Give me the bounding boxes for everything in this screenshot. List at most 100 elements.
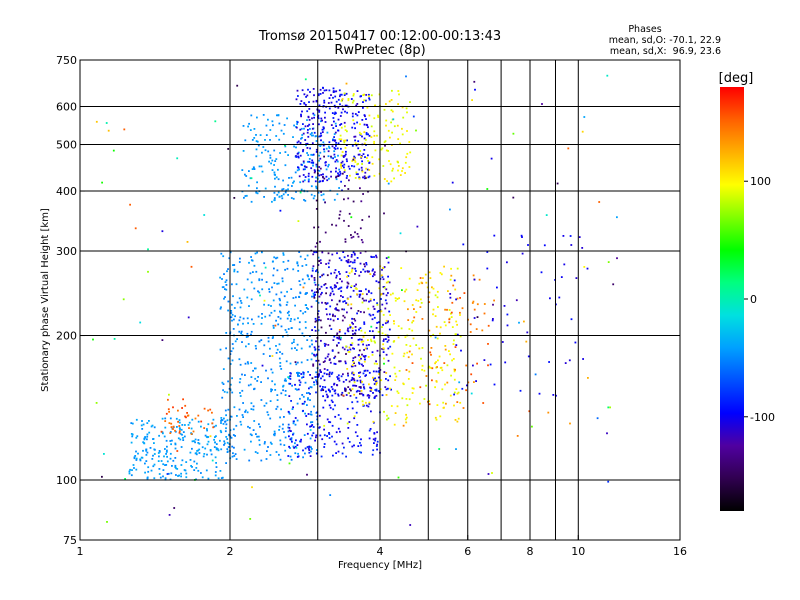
data-point bbox=[336, 193, 339, 196]
data-point bbox=[349, 388, 351, 391]
data-point bbox=[356, 435, 359, 437]
data-point bbox=[307, 175, 310, 178]
data-point bbox=[321, 131, 324, 133]
data-point bbox=[315, 176, 317, 179]
data-point bbox=[272, 336, 274, 338]
data-point bbox=[332, 127, 335, 129]
data-point bbox=[274, 160, 277, 162]
data-point bbox=[337, 351, 340, 354]
data-point bbox=[329, 318, 332, 321]
data-point bbox=[365, 123, 368, 126]
data-point bbox=[397, 103, 399, 105]
data-point bbox=[413, 316, 416, 319]
data-point bbox=[293, 446, 295, 449]
data-point bbox=[242, 322, 244, 325]
data-point bbox=[432, 308, 435, 311]
data-point bbox=[368, 215, 370, 218]
data-point bbox=[248, 305, 250, 307]
data-point bbox=[351, 165, 353, 167]
data-point bbox=[346, 139, 348, 142]
data-point bbox=[159, 476, 162, 479]
data-point bbox=[350, 216, 353, 219]
data-point bbox=[569, 422, 571, 425]
data-point bbox=[178, 419, 181, 421]
data-point bbox=[263, 262, 266, 265]
data-point bbox=[343, 163, 346, 166]
data-point bbox=[238, 297, 241, 300]
data-point bbox=[387, 336, 390, 339]
data-point bbox=[250, 362, 253, 364]
data-point bbox=[176, 157, 179, 160]
data-point bbox=[453, 279, 456, 282]
data-point bbox=[581, 130, 584, 133]
data-point bbox=[358, 359, 361, 362]
data-point bbox=[309, 386, 312, 388]
data-point bbox=[525, 340, 528, 343]
data-point bbox=[321, 251, 324, 254]
data-point bbox=[413, 308, 415, 310]
data-point bbox=[357, 140, 360, 143]
data-point bbox=[231, 391, 234, 394]
data-point bbox=[174, 429, 176, 432]
data-point bbox=[281, 188, 284, 191]
data-point bbox=[283, 124, 286, 126]
data-point bbox=[239, 306, 242, 309]
data-point bbox=[341, 160, 344, 163]
data-point bbox=[549, 297, 551, 300]
data-point bbox=[290, 437, 293, 439]
data-point bbox=[338, 187, 340, 189]
data-point bbox=[270, 390, 272, 393]
data-point bbox=[363, 99, 366, 102]
data-point bbox=[301, 394, 304, 396]
data-point bbox=[347, 188, 350, 190]
data-point bbox=[365, 299, 367, 302]
data-point bbox=[408, 328, 411, 330]
data-point bbox=[372, 392, 374, 394]
data-point bbox=[317, 135, 320, 138]
data-point bbox=[382, 340, 385, 342]
data-point bbox=[350, 234, 352, 236]
data-point bbox=[370, 338, 372, 341]
data-point bbox=[355, 104, 358, 107]
data-point bbox=[299, 397, 301, 400]
data-point bbox=[607, 261, 610, 263]
data-point bbox=[344, 388, 347, 391]
data-point bbox=[319, 135, 321, 138]
data-point bbox=[316, 376, 319, 378]
data-point bbox=[277, 114, 280, 116]
data-point bbox=[303, 282, 306, 285]
data-point bbox=[404, 172, 406, 174]
data-point bbox=[140, 424, 143, 427]
data-point bbox=[345, 353, 347, 355]
data-point bbox=[264, 139, 266, 141]
data-point bbox=[350, 236, 353, 239]
data-point bbox=[361, 160, 363, 163]
data-point bbox=[437, 371, 440, 374]
data-point bbox=[354, 326, 357, 328]
data-point bbox=[331, 145, 334, 148]
data-point bbox=[335, 178, 338, 181]
data-point bbox=[473, 317, 476, 319]
data-point bbox=[292, 341, 295, 343]
data-point bbox=[344, 390, 347, 392]
data-point bbox=[190, 265, 193, 268]
data-point bbox=[206, 443, 209, 446]
data-point bbox=[329, 406, 332, 409]
data-point bbox=[291, 408, 294, 410]
data-point bbox=[330, 373, 333, 375]
data-point bbox=[134, 227, 137, 230]
data-point bbox=[158, 468, 161, 470]
data-point bbox=[310, 446, 312, 449]
data-point bbox=[457, 417, 460, 420]
data-point bbox=[236, 415, 238, 417]
data-point bbox=[373, 379, 375, 381]
data-point bbox=[281, 197, 284, 200]
data-point bbox=[348, 351, 351, 353]
data-point bbox=[341, 151, 344, 153]
data-point bbox=[325, 287, 328, 289]
data-point bbox=[304, 321, 307, 323]
data-point bbox=[304, 199, 307, 202]
data-point bbox=[342, 108, 344, 111]
data-point bbox=[169, 432, 172, 434]
data-point bbox=[301, 332, 304, 335]
